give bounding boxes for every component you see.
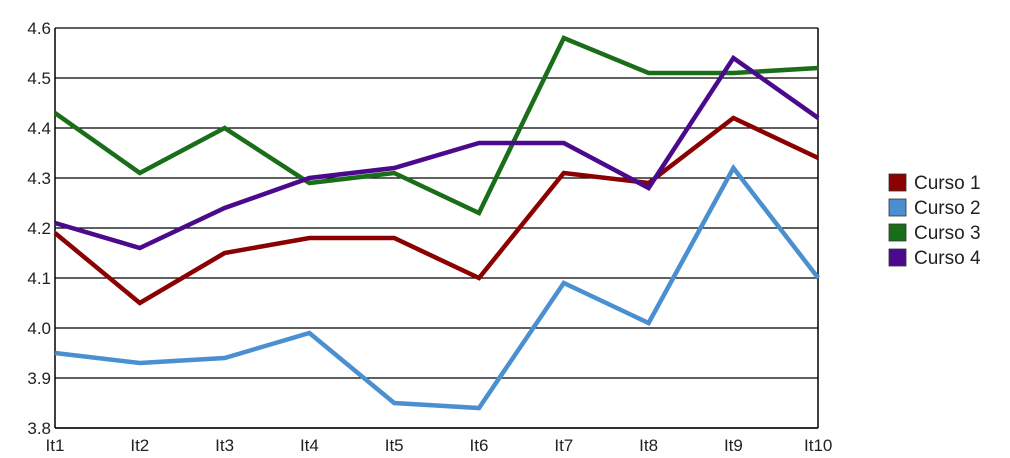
x-tick-label: It9: [724, 436, 743, 455]
series-line-curso-2: [54, 163, 820, 411]
legend-label: Curso 4: [914, 248, 981, 269]
legend-swatch: [888, 223, 907, 242]
x-tick-label: It1: [46, 436, 65, 455]
x-tick-label: It2: [130, 436, 149, 455]
y-tick-label: 4.0: [27, 319, 51, 338]
y-tick-label: 3.8: [27, 419, 51, 438]
legend-swatch: [888, 173, 907, 192]
axes: [54, 28, 819, 429]
legend-label: Curso 1: [914, 173, 981, 194]
legend-label: Curso 2: [914, 198, 981, 219]
y-tick-label: 4.3: [27, 169, 51, 188]
legend-swatch: [888, 198, 907, 217]
y-tick-label: 4.4: [27, 119, 51, 138]
legend-swatch: [888, 248, 907, 267]
legend-label: Curso 3: [914, 223, 981, 244]
series-line-curso-3: [53, 35, 819, 216]
series-line-curso-1: [53, 115, 820, 306]
y-tick-label: 4.5: [27, 69, 51, 88]
y-tick-label: 3.9: [27, 369, 51, 388]
legend: Curso 1 Curso 2 Curso 3 Curso 4: [888, 173, 981, 269]
series-lines: [53, 35, 820, 411]
x-tick-label: It3: [215, 436, 234, 455]
grid-lines: [55, 27, 818, 429]
x-tick-label: It7: [554, 436, 573, 455]
x-tick-labels: It1 It2 It3 It4 It5 It6 It7 It8 It9 It10: [46, 436, 833, 455]
series-line-curso-4: [54, 54, 820, 251]
x-tick-label: It4: [300, 436, 319, 455]
y-tick-labels: 3.8 3.9 4.0 4.1 4.2 4.3 4.4 4.5 4.6: [27, 19, 51, 438]
x-tick-label: It8: [639, 436, 658, 455]
x-tick-label: It6: [470, 436, 489, 455]
x-tick-label: It10: [804, 436, 832, 455]
y-tick-label: 4.2: [27, 219, 51, 238]
x-tick-label: It5: [385, 436, 404, 455]
y-tick-label: 4.1: [27, 269, 51, 288]
y-tick-label: 4.6: [27, 19, 51, 38]
